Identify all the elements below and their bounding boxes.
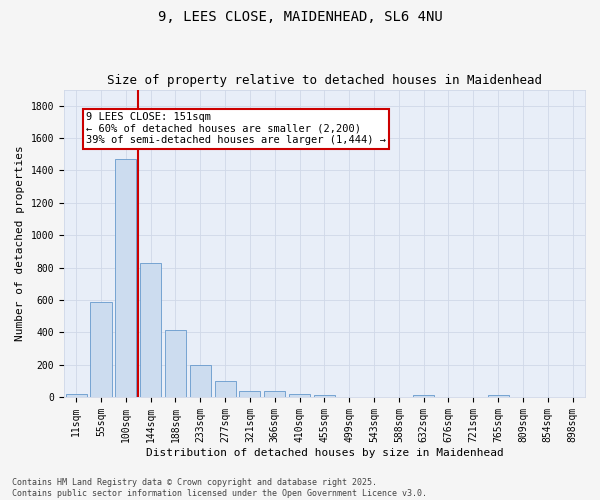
Y-axis label: Number of detached properties: Number of detached properties [15, 146, 25, 341]
Text: 9 LEES CLOSE: 151sqm
← 60% of detached houses are smaller (2,200)
39% of semi-de: 9 LEES CLOSE: 151sqm ← 60% of detached h… [86, 112, 386, 146]
Bar [115, 159, 136, 397]
Bar [215, 381, 236, 397]
Bar [239, 390, 260, 397]
X-axis label: Distribution of detached houses by size in Maidenhead: Distribution of detached houses by size … [146, 448, 503, 458]
Bar [289, 394, 310, 397]
Text: 9, LEES CLOSE, MAIDENHEAD, SL6 4NU: 9, LEES CLOSE, MAIDENHEAD, SL6 4NU [158, 10, 442, 24]
Bar [91, 302, 112, 397]
Bar [165, 330, 186, 397]
Bar [488, 396, 509, 397]
Bar [413, 394, 434, 397]
Bar [190, 364, 211, 397]
Text: Contains HM Land Registry data © Crown copyright and database right 2025.
Contai: Contains HM Land Registry data © Crown c… [12, 478, 427, 498]
Bar [65, 394, 87, 397]
Bar [140, 262, 161, 397]
Bar [314, 396, 335, 397]
Bar [264, 392, 285, 397]
Title: Size of property relative to detached houses in Maidenhead: Size of property relative to detached ho… [107, 74, 542, 87]
